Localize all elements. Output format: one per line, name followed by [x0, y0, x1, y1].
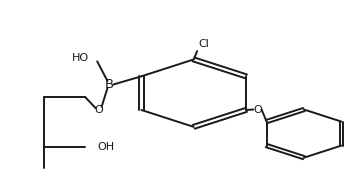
- Text: O: O: [253, 105, 262, 114]
- Text: OH: OH: [97, 142, 114, 152]
- Text: Cl: Cl: [199, 39, 210, 49]
- Text: B: B: [105, 78, 114, 91]
- Text: O: O: [94, 105, 103, 114]
- Text: HO: HO: [71, 54, 89, 63]
